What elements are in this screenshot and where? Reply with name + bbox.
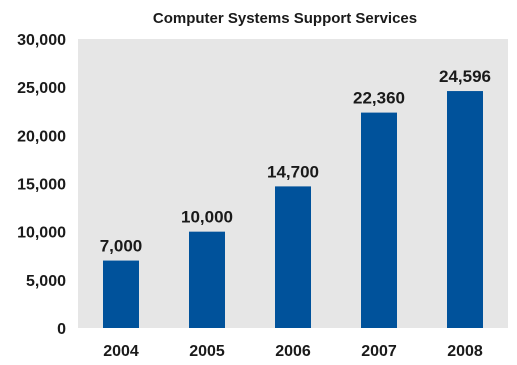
x-tick-label: 2004 [103, 343, 139, 360]
x-tick-label: 2007 [361, 343, 397, 360]
bar [189, 231, 225, 328]
y-tick-label: 0 [57, 321, 66, 338]
y-tick-label: 25,000 [17, 80, 66, 97]
data-label: 10,000 [181, 208, 233, 227]
chart-title: Computer Systems Support Services [153, 10, 417, 27]
data-label: 24,596 [439, 67, 491, 86]
y-axis-ticks: 0 5,000 10,000 15,000 20,000 25,000 30,000 [17, 32, 66, 338]
data-label: 22,360 [353, 89, 405, 108]
data-label: 14,700 [267, 162, 319, 181]
y-tick-label: 10,000 [17, 225, 66, 242]
bar [361, 112, 397, 328]
y-tick-label: 15,000 [17, 177, 66, 194]
bars [103, 91, 483, 328]
x-axis-ticks: 2004 2005 2006 2007 2008 [103, 343, 483, 360]
data-labels: 7,000 10,000 14,700 22,360 24,596 [100, 67, 491, 256]
bar [103, 260, 139, 328]
y-tick-label: 5,000 [26, 273, 66, 290]
x-tick-label: 2006 [275, 343, 311, 360]
y-tick-label: 30,000 [17, 32, 66, 49]
x-tick-label: 2008 [447, 343, 483, 360]
bar [447, 91, 483, 328]
data-label: 7,000 [100, 237, 143, 256]
y-tick-label: 20,000 [17, 128, 66, 145]
bar [275, 186, 311, 328]
x-tick-label: 2005 [189, 343, 225, 360]
